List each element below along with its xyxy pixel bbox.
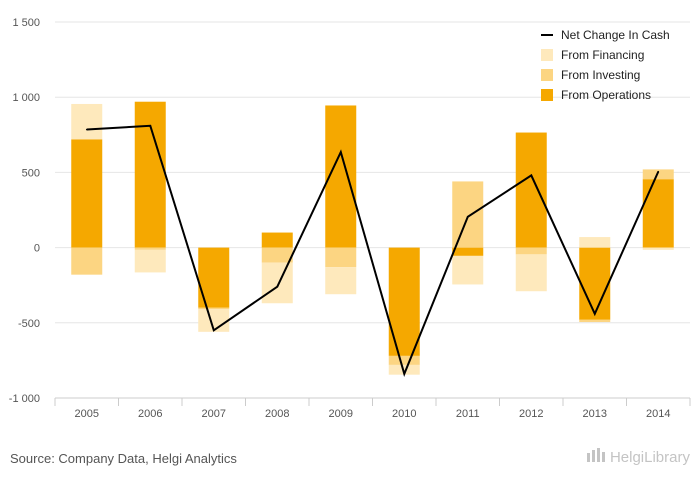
net-change-line	[85, 124, 660, 377]
legend-item-operations[interactable]: From Operations	[541, 88, 651, 102]
net-change-point	[212, 329, 215, 332]
bar-financing	[325, 267, 357, 295]
building-icon	[586, 447, 606, 468]
y-axis-ticks: -1 000 -500 0 500 1 000 1 500	[9, 17, 40, 405]
y-tick-label: -1 000	[9, 393, 40, 405]
x-tick-label: 2005	[75, 408, 99, 420]
net-change-point	[276, 285, 279, 288]
bar-investing	[388, 355, 420, 365]
bar-investing	[134, 247, 166, 250]
x-tick-label: 2007	[202, 408, 226, 420]
bar-operations	[134, 101, 166, 248]
legend-item-financing[interactable]: From Financing	[541, 48, 644, 62]
bar-operations	[198, 247, 230, 308]
net-change-point	[530, 174, 533, 177]
x-tick-label: 2014	[646, 408, 670, 420]
bars	[71, 101, 674, 375]
legend-item-investing[interactable]: From Investing	[541, 68, 640, 82]
y-tick-label: 0	[34, 243, 40, 255]
footer: Source: Company Data, Helgi Analytics He…	[0, 440, 700, 483]
bar-financing	[71, 103, 103, 140]
x-tick-label: 2011	[456, 408, 480, 420]
legend-item-net[interactable]: Net Change In Cash	[541, 28, 670, 42]
bar-operations	[642, 179, 674, 248]
bar-financing	[579, 237, 611, 248]
legend-swatch-investing	[541, 69, 553, 81]
x-tick-label: 2008	[265, 408, 289, 420]
net-change-point	[85, 128, 88, 131]
legend-swatch-operations	[541, 89, 553, 101]
legend-label-investing: From Investing	[561, 68, 640, 82]
bar-investing	[515, 247, 547, 255]
bar-investing	[579, 319, 611, 323]
bar-financing	[642, 247, 674, 250]
net-change-point	[466, 215, 469, 218]
bar-investing	[261, 247, 293, 263]
y-tick-label: 1 000	[12, 92, 40, 104]
bar-operations	[388, 247, 420, 356]
x-tick-label: 2012	[519, 408, 543, 420]
net-change-point	[593, 312, 596, 315]
x-axis: 2005 2006 2007 2008 2009 2010 2011 2012 2013 2014	[54, 397, 691, 420]
bar-financing	[452, 255, 484, 285]
net-change-point	[657, 170, 660, 173]
bar-operations	[71, 139, 103, 248]
bar-investing	[325, 247, 357, 268]
y-tick-label: 500	[22, 167, 40, 179]
bar-financing	[261, 262, 293, 304]
x-tick-label: 2010	[392, 408, 416, 420]
net-change-point	[339, 151, 342, 153]
legend[interactable]: Net Change In Cash From Financing From I…	[541, 28, 670, 102]
x-tick-label: 2009	[329, 408, 353, 420]
helgi-library-logo[interactable]: HelgiLibrary	[586, 447, 690, 468]
bar-financing	[515, 254, 547, 292]
x-tick-label: 2013	[583, 408, 607, 420]
y-tick-label: 1 500	[12, 17, 40, 29]
bar-investing	[198, 307, 230, 310]
bar-operations	[325, 105, 357, 248]
legend-label-operations: From Operations	[561, 88, 651, 102]
bar-investing	[642, 169, 674, 180]
logo-text: HelgiLibrary	[609, 449, 690, 466]
bar-operations	[579, 247, 611, 320]
bar-operations	[515, 132, 547, 248]
legend-label-financing: From Financing	[561, 48, 644, 62]
bar-investing	[452, 181, 484, 248]
legend-swatch-financing	[541, 49, 553, 61]
bar-operations	[452, 247, 484, 256]
net-change-series-line	[86, 124, 660, 377]
bar-financing	[388, 364, 420, 375]
source-note: Source: Company Data, Helgi Analytics	[10, 451, 237, 466]
legend-label-net: Net Change In Cash	[561, 28, 670, 42]
x-tick-label: 2006	[138, 408, 162, 420]
net-change-point	[403, 373, 406, 375]
bar-financing	[134, 249, 166, 273]
net-change-point	[149, 124, 152, 127]
bar-investing	[71, 247, 103, 275]
bar-operations	[261, 232, 293, 248]
y-tick-label: -500	[18, 318, 40, 330]
